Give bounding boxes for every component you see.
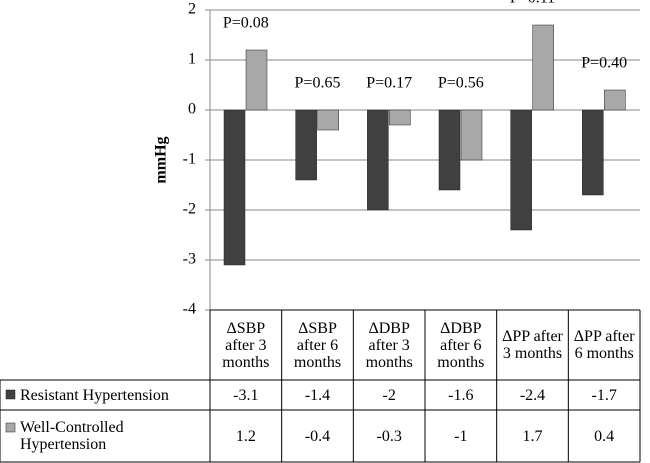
y-tick-label: -1 <box>183 151 196 168</box>
bar <box>438 109 461 191</box>
x-tick-label: ΔSBP after 3 months <box>222 319 270 371</box>
legend-label: Well-Controlled Hypertension <box>20 419 124 453</box>
annotation: P=0.17 <box>366 75 412 92</box>
table-value: -2 <box>382 386 396 404</box>
annotation: P=0.08 <box>223 15 269 32</box>
annotation: P=0.56 <box>438 75 484 92</box>
table-value: -1.6 <box>448 386 474 404</box>
table-value: 1.2 <box>235 427 256 445</box>
x-tick-label: ΔSBP after 6 months <box>293 319 342 371</box>
legend-marker <box>5 422 16 433</box>
y-axis-label: mmHg <box>153 136 170 183</box>
x-tick-label: ΔDBP after 6 months <box>437 319 485 371</box>
bar <box>510 109 532 231</box>
x-tick-label: ΔPP after 6 months <box>573 328 635 362</box>
table-value: -0.4 <box>304 427 331 445</box>
bar <box>245 49 268 111</box>
table-value: -1.4 <box>304 386 331 404</box>
table-value: 1.7 <box>522 427 543 445</box>
x-tick-label: ΔPP after 3 months <box>502 328 563 362</box>
x-tick-label: ΔDBP after 3 months <box>365 319 413 371</box>
table-value: -1.7 <box>591 386 617 404</box>
annotation: P=0.11 <box>510 0 555 7</box>
table-value: -1 <box>454 427 468 445</box>
y-tick-label: -2 <box>183 201 196 218</box>
table-value: 0.4 <box>594 427 615 445</box>
bar <box>604 89 626 111</box>
y-tick-label: 2 <box>188 1 196 18</box>
y-tick-label: -3 <box>183 251 196 268</box>
annotation: P=0.40 <box>581 55 627 72</box>
bar <box>389 109 411 126</box>
bar <box>295 109 317 181</box>
y-tick-label: -4 <box>183 301 196 318</box>
bar <box>460 109 483 161</box>
legend-label: Resistant Hypertension <box>20 386 169 404</box>
bar <box>582 109 604 196</box>
bar <box>532 24 554 111</box>
y-tick-label: 1 <box>188 51 196 68</box>
table-value: -0.3 <box>376 427 402 445</box>
table-value: -3.1 <box>233 386 259 404</box>
legend-marker <box>5 389 16 400</box>
y-tick-label: 0 <box>188 101 196 118</box>
table-value: -2.4 <box>519 386 546 404</box>
bar <box>317 109 339 131</box>
bar <box>367 109 389 211</box>
annotation: P=0.65 <box>295 75 341 92</box>
bar <box>223 109 246 266</box>
